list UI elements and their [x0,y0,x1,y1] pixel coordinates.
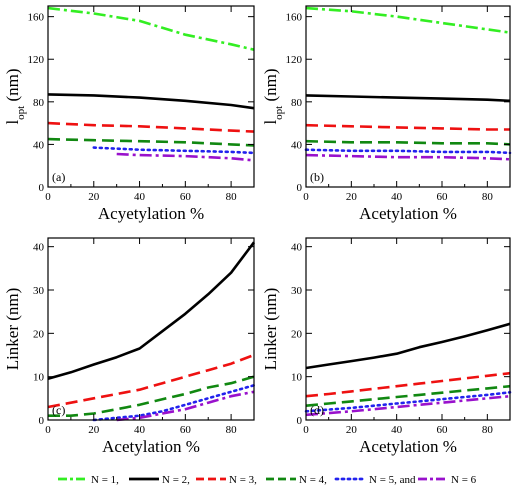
series-line-n2 [305,94,511,103]
series-line-n4 [305,139,511,146]
x-tick-label: 60 [180,191,192,203]
panel-b: 0 20 40 60 80 0 40 80 120 160 (b) Acetylation % lopt… [261,5,512,223]
series-line-n2 [305,322,511,370]
y-tick-label: 0 [39,415,45,427]
x-tick-label: 80 [482,424,494,436]
x-tick-label: 80 [226,191,238,203]
legend-label-n6: N = 6 [451,474,477,486]
x-axis-label: Acyetylation % [98,204,204,223]
y-axis-label-main: l [3,120,22,125]
y-tick-label: 10 [33,372,45,384]
plot-frame [47,237,255,421]
series-line-n3 [47,121,255,133]
x-tick-label: 40 [391,191,403,203]
panel-label: (d) [310,403,324,417]
series-line-n4 [305,384,511,407]
series-line-n2 [47,241,256,381]
y-tick-label: 40 [33,139,45,151]
legend: N = 1, N = 2, N = 3, N = 4, N = 5, and N = 6 [58,474,477,486]
x-tick-label: 20 [346,191,358,203]
series-line-n5 [304,148,512,155]
y-tick-label: 30 [33,285,45,297]
panel-label: (c) [52,403,65,417]
y-tick-label: 80 [291,97,303,109]
y-tick-label: 120 [286,54,303,66]
y-tick-label: 20 [33,328,45,340]
y-tick-label: 10 [291,372,303,384]
x-tick-label: 0 [45,191,51,203]
series-line-n4 [47,137,255,147]
y-tick-label: 40 [33,242,45,254]
y-tick-label: 0 [297,415,303,427]
series-line-n6 [305,153,511,161]
legend-label-n3: N = 3, [229,474,257,486]
y-tick-label: 80 [33,97,45,109]
y-tick-label: 20 [291,328,303,340]
y-tick-label: 160 [28,12,45,24]
series-line-n6 [305,394,511,417]
legend-label-n4: N = 4, [299,474,327,486]
y-tick-label: 120 [28,54,45,66]
x-tick-label: 0 [45,424,51,436]
series-line-n5 [304,390,512,413]
y-axis-label-main: Linker (nm) [261,288,280,371]
y-tick-label: 40 [291,139,303,151]
y-axis-label: Linker (nm) [261,288,280,371]
plot-frame [47,5,255,188]
y-tick-label: 40 [291,242,303,254]
x-tick-label: 60 [437,424,449,436]
series-line-n5 [92,383,256,422]
series-line-n2 [47,93,255,110]
y-axis-label-unit: (nm) [261,68,280,105]
y-axis-label-main: l [261,120,280,125]
panel-d: 0 20 40 60 80 0 10 20 30 40 (d) Acetylation % Linker… [261,237,512,456]
panel-label: (a) [52,170,65,184]
x-axis-label: Acetylation % [102,437,200,456]
series-line-n1 [305,6,511,34]
y-axis-label: Linker (nm) [3,288,22,371]
y-axis-label: lopt (nm) [261,68,285,124]
legend-label-n2: N = 2, [162,474,190,486]
series-line-n5 [92,146,256,155]
series-line-n1 [47,6,255,51]
x-axis-label: Acetylation % [359,437,457,456]
x-axis-label: Acetylation % [359,204,457,223]
y-tick-label: 160 [286,12,303,24]
x-tick-label: 80 [226,424,238,436]
series-line-n6 [116,152,255,162]
y-axis-label-subscript: opt [273,106,285,120]
y-axis-label-subscript: opt [15,106,27,120]
x-tick-label: 20 [346,424,358,436]
y-tick-label: 0 [39,182,45,194]
legend-label-n1: N = 1, [91,474,119,486]
x-tick-label: 20 [88,424,100,436]
panel-a: 0 20 40 60 80 0 40 80 120 160 (a) Acyetylation % lop… [3,5,256,223]
x-tick-label: 40 [134,424,146,436]
x-tick-label: 20 [88,191,100,203]
y-tick-label: 0 [297,182,303,194]
plot-frame [305,5,511,188]
panel-c: 0 20 40 60 80 0 10 20 30 40 (c) Acetylation % Linker… [3,237,256,456]
series-line-n4 [48,375,255,418]
legend-label-n5: N = 5, and [369,474,416,486]
y-tick-label: 30 [291,285,303,297]
y-axis-label-unit: (nm) [3,68,22,105]
x-tick-label: 80 [482,191,494,203]
x-tick-label: 40 [134,191,146,203]
x-tick-label: 60 [180,424,192,436]
x-tick-label: 40 [391,424,403,436]
y-axis-label-main: Linker (nm) [3,288,22,371]
y-axis-label: lopt (nm) [3,68,27,124]
series-line-n3 [305,371,511,398]
x-tick-label: 60 [437,191,449,203]
x-tick-label: 0 [303,424,309,436]
x-tick-label: 0 [303,191,309,203]
series-line-n3 [305,123,510,131]
panel-label: (b) [310,170,324,184]
plot-frame [305,237,511,421]
